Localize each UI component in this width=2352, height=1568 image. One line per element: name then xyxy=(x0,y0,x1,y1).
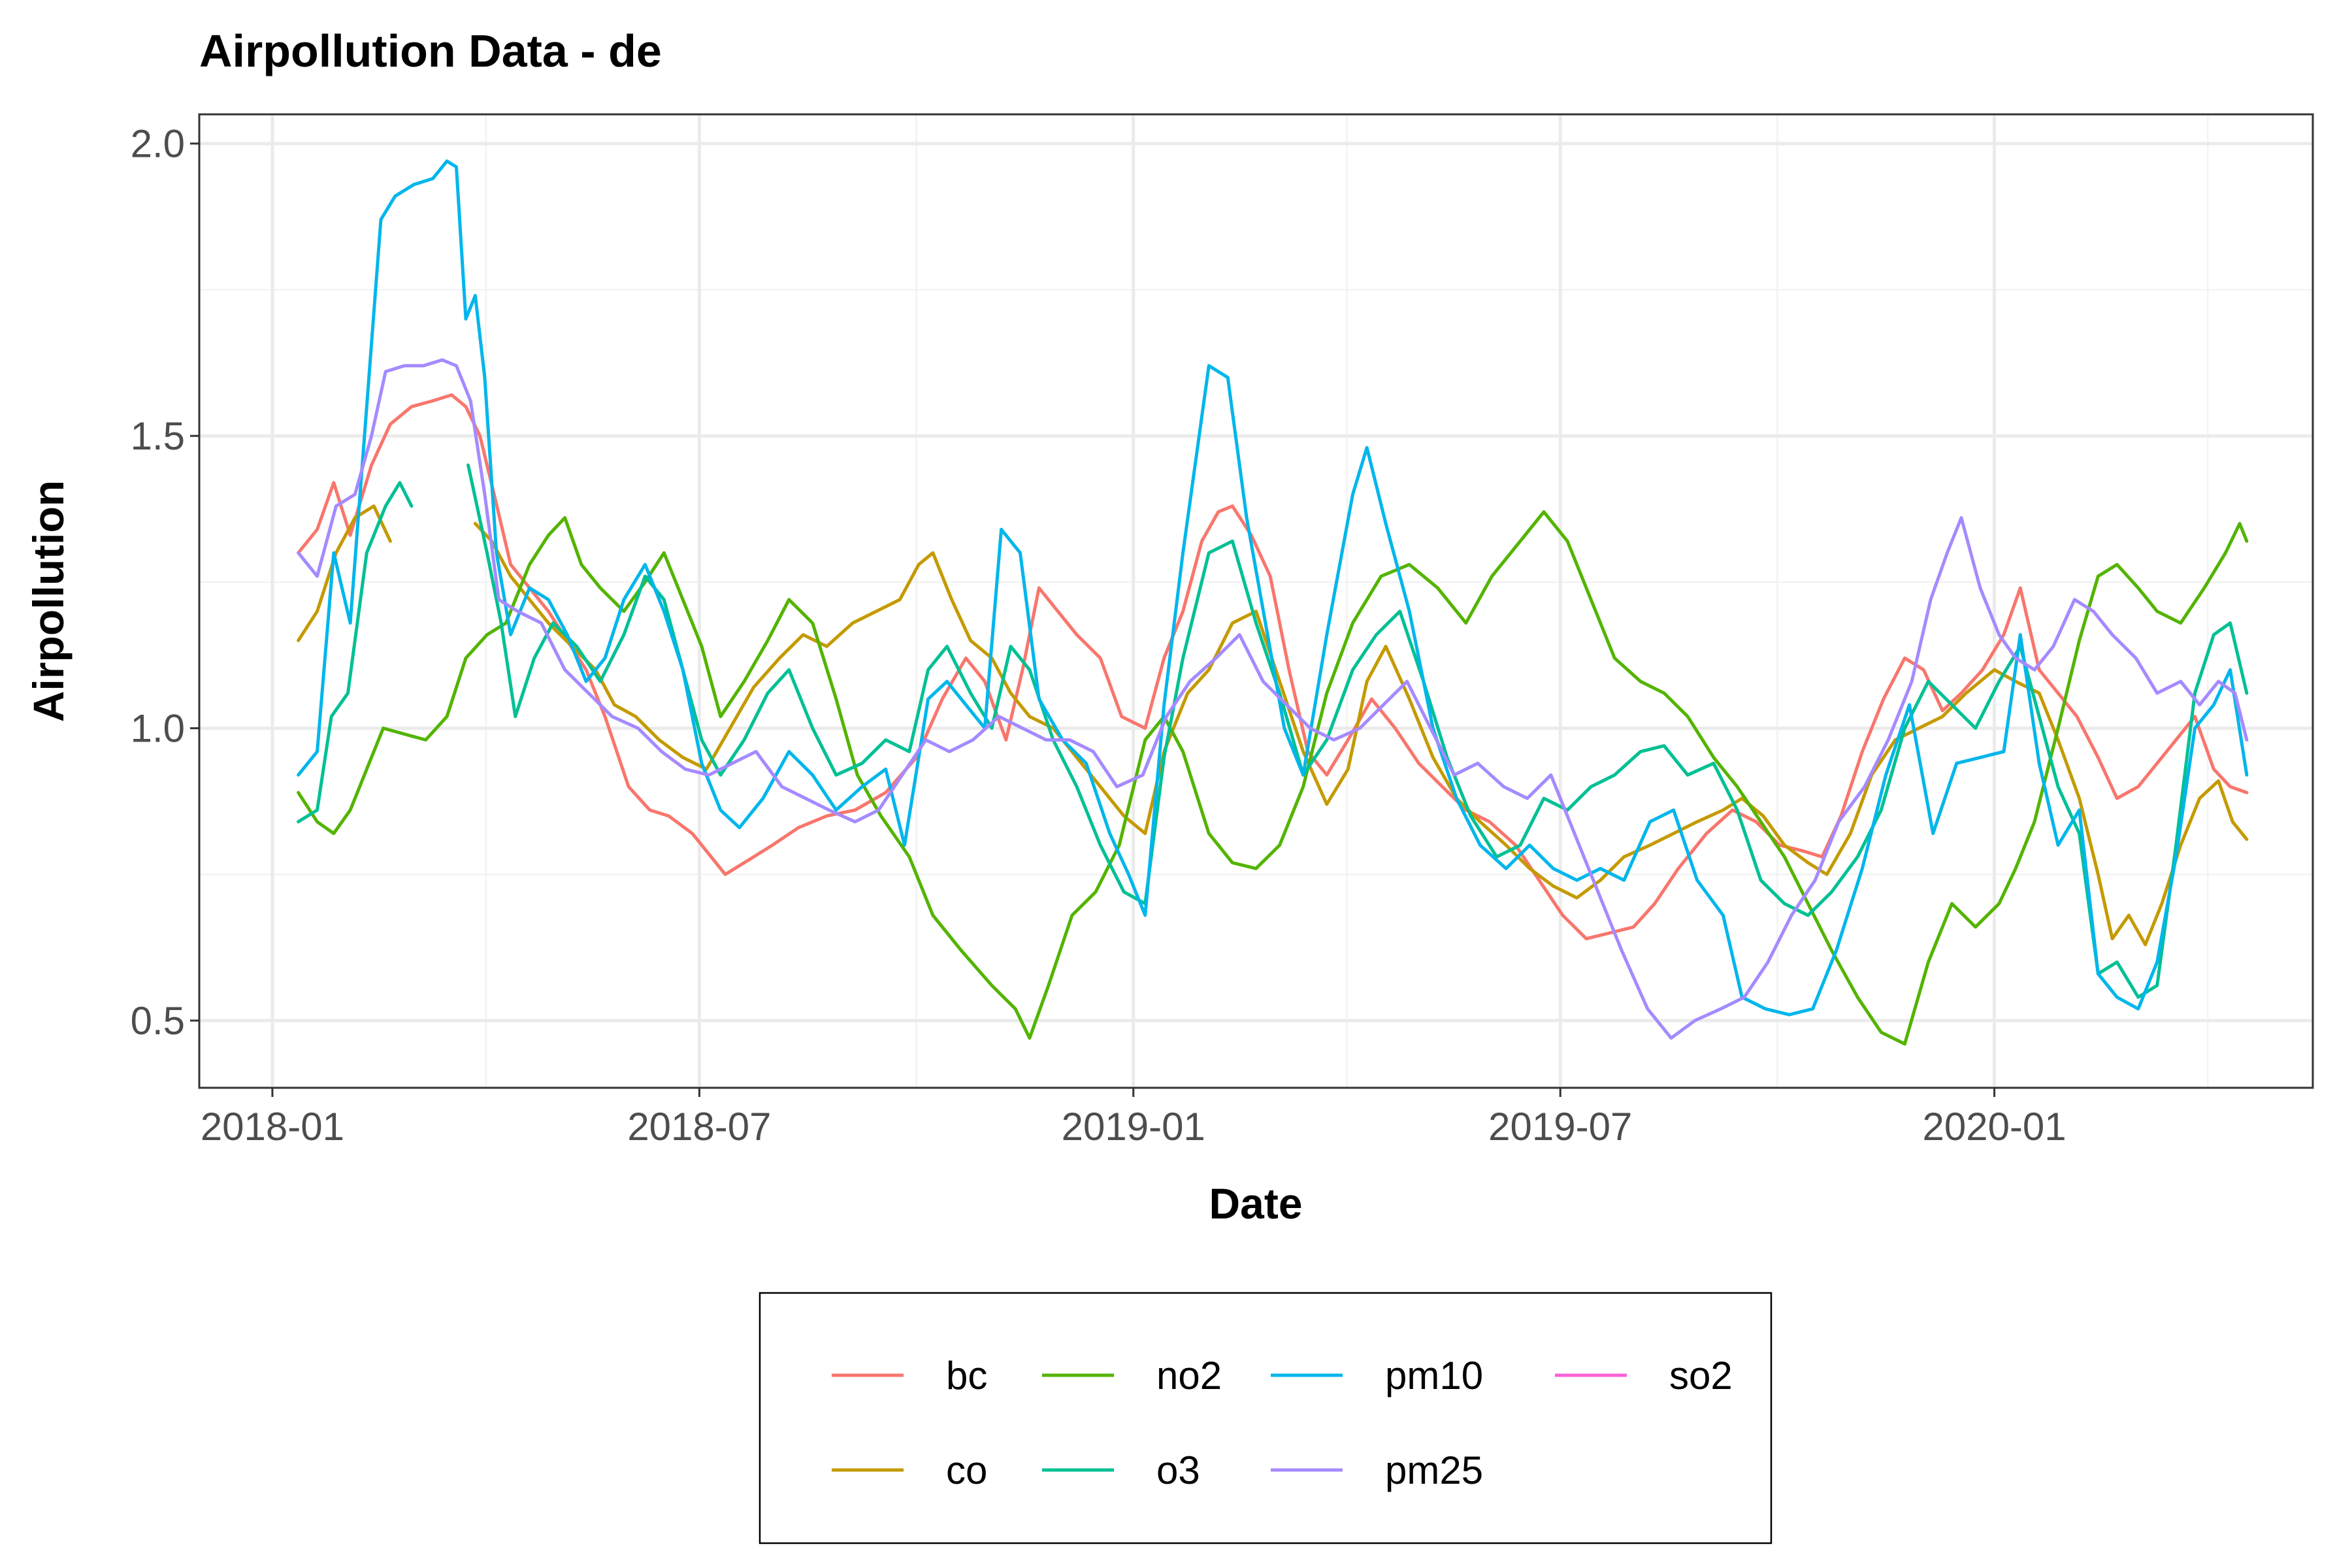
series-lines xyxy=(297,159,2249,1046)
x-tick-label: 2019-07 xyxy=(1488,1105,1632,1149)
y-tick-label: 1.5 xyxy=(131,414,185,458)
legend-label-no2: no2 xyxy=(1156,1354,1222,1397)
series-line-o3 xyxy=(297,463,2249,999)
x-tick-label: 2018-01 xyxy=(201,1105,344,1149)
series-line-pm10 xyxy=(297,159,2249,1017)
x-tick-label: 2019-01 xyxy=(1062,1105,1205,1149)
legend-label-bc: bc xyxy=(946,1354,987,1397)
grid-major xyxy=(199,114,2313,1088)
legend-label-pm25: pm25 xyxy=(1385,1448,1483,1492)
legend-label-pm10: pm10 xyxy=(1385,1354,1483,1397)
x-tick-label: 2018-07 xyxy=(627,1105,771,1149)
y-axis-title: Airpollution xyxy=(24,480,73,722)
series-line-co xyxy=(297,504,2249,947)
y-tick-label: 1.0 xyxy=(131,707,185,751)
legend-label-co: co xyxy=(946,1448,987,1492)
x-axis: 2018-01 2018-07 2019-01 2019-07 2020-01 xyxy=(201,1088,2066,1149)
series-line-no2 xyxy=(297,510,2249,1046)
series-line-pm25 xyxy=(297,358,2249,1040)
legend-items: bc co no2 o3 pm10 pm25 so2 xyxy=(832,1354,1733,1492)
legend-box xyxy=(759,1292,1772,1544)
chart-title: Airpollution Data - de xyxy=(199,25,662,76)
x-axis-title: Date xyxy=(1209,1179,1302,1228)
legend-label-so2: so2 xyxy=(1669,1354,1733,1397)
y-tick-label: 2.0 xyxy=(131,122,185,166)
y-tick-label: 0.5 xyxy=(131,999,185,1043)
plot-panel-border xyxy=(198,113,2314,1089)
x-tick-label: 2020-01 xyxy=(1922,1105,2066,1149)
legend-label-o3: o3 xyxy=(1156,1448,1200,1492)
legend: bc co no2 o3 pm10 pm25 so2 xyxy=(759,1292,1772,1544)
y-axis: 0.5 1.0 1.5 2.0 xyxy=(131,122,199,1043)
grid-minor xyxy=(199,114,2313,1088)
